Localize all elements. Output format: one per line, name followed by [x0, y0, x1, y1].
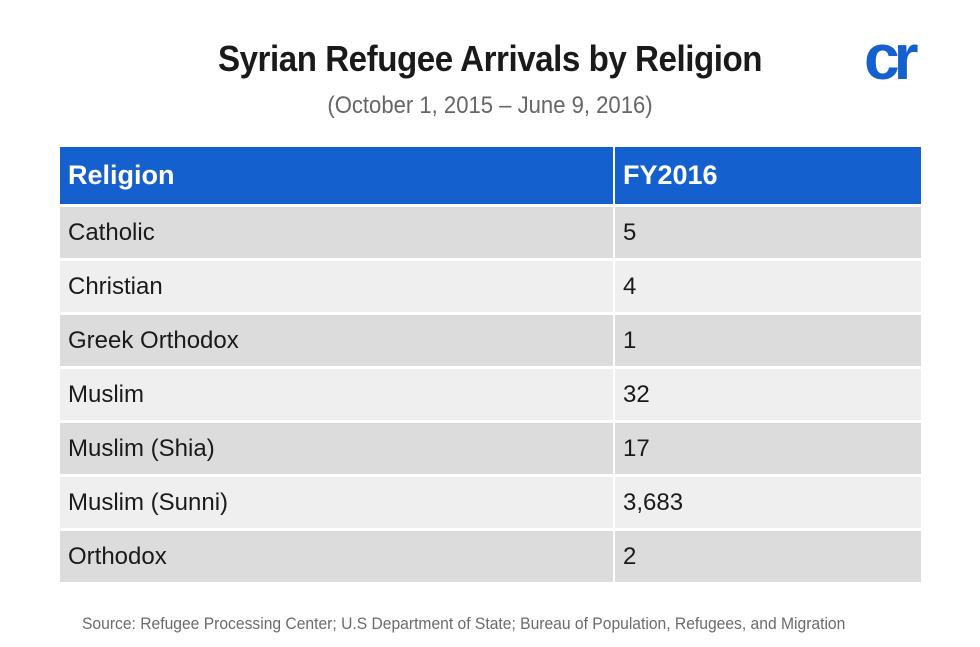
religion-cell: Christian	[60, 258, 615, 312]
table-row: Muslim (Shia) 17	[60, 420, 921, 474]
value-cell: 2	[615, 528, 921, 582]
value-cell: 17	[615, 420, 921, 474]
religion-cell: Orthodox	[60, 528, 615, 582]
value-cell: 4	[615, 258, 921, 312]
value-cell: 1	[615, 312, 921, 366]
table-row: Muslim 32	[60, 366, 921, 420]
table-body: Catholic 5 Christian 4 Greek Orthodox 1 …	[60, 204, 921, 582]
religion-cell: Catholic	[60, 204, 615, 258]
table-row: Catholic 5	[60, 204, 921, 258]
table-row: Greek Orthodox 1	[60, 312, 921, 366]
chart-title: Syrian Refugee Arrivals by Religion	[217, 38, 763, 79]
religion-cell: Muslim (Shia)	[60, 420, 615, 474]
religion-cell: Muslim (Sunni)	[60, 474, 615, 528]
logo-text: cr	[864, 30, 918, 86]
table-header-row: Religion FY2016	[60, 147, 921, 204]
religion-cell: Greek Orthodox	[60, 312, 615, 366]
table-row: Muslim (Sunni) 3,683	[60, 474, 921, 528]
value-cell: 32	[615, 366, 921, 420]
value-cell: 3,683	[615, 474, 921, 528]
table-row: Christian 4	[60, 258, 921, 312]
cr-logo-icon: cr	[864, 30, 924, 86]
table-row: Orthodox 2	[60, 528, 921, 582]
column-header-religion: Religion	[60, 147, 615, 204]
source-note: Source: Refugee Processing Center; U.S D…	[82, 614, 846, 633]
chart-subtitle: (October 1, 2015 – June 9, 2016)	[327, 92, 653, 119]
religion-cell: Muslim	[60, 366, 615, 420]
column-header-fy2016: FY2016	[615, 147, 921, 204]
value-cell: 5	[615, 204, 921, 258]
religion-table: Religion FY2016 Catholic 5 Christian 4 G…	[60, 147, 921, 582]
